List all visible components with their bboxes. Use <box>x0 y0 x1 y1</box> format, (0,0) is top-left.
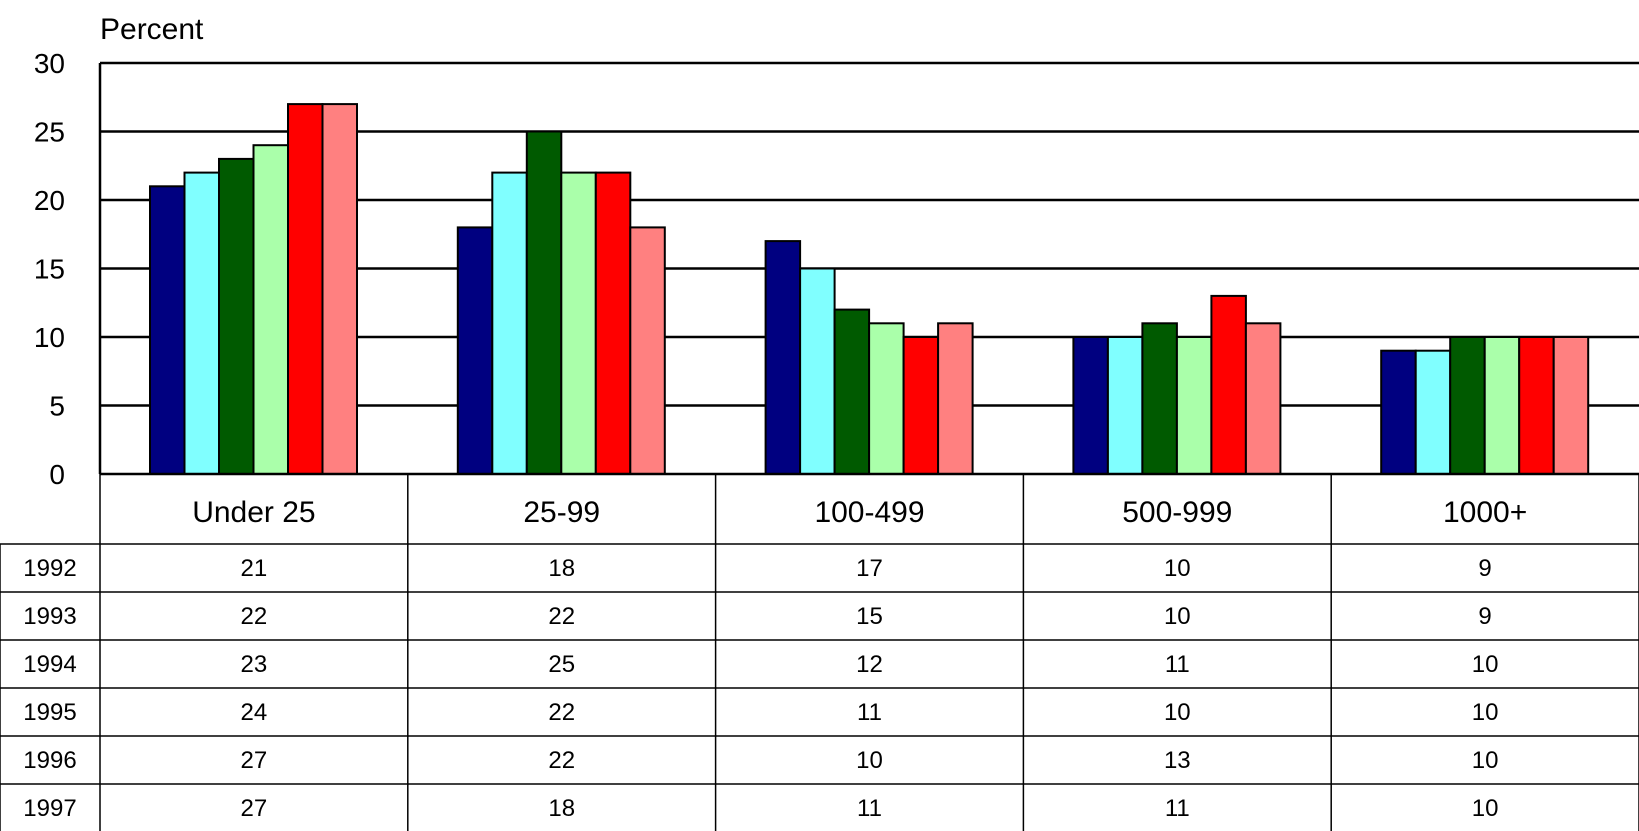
table-cell: 24 <box>241 699 268 726</box>
category-label: Under 25 <box>192 496 315 529</box>
table-cell: 11 <box>1165 651 1190 678</box>
bar <box>937 322 974 475</box>
table-cell: 11 <box>857 795 882 822</box>
bar <box>1449 336 1486 475</box>
y-tick-label: 20 <box>34 185 65 216</box>
y-axis-title: Percent <box>100 13 204 46</box>
table-cell: 23 <box>241 651 268 678</box>
bar <box>868 322 905 475</box>
axes: 0 5 10 15 20 25 30 <box>34 48 1639 490</box>
table-cell: 9 <box>1478 603 1491 630</box>
table-cell: 22 <box>548 747 575 774</box>
table-cell: 10 <box>1472 747 1499 774</box>
bar <box>149 185 186 476</box>
bar <box>1380 349 1417 476</box>
table-cell: 18 <box>548 555 575 582</box>
bar <box>1106 336 1144 475</box>
category-label: 500-999 <box>1122 496 1232 529</box>
bar <box>456 226 494 475</box>
category-label: 1000+ <box>1443 496 1527 529</box>
bar <box>1141 322 1178 475</box>
bar <box>902 336 940 475</box>
bar <box>594 171 632 475</box>
bar <box>218 157 255 475</box>
table-cell: 22 <box>548 699 575 726</box>
bar <box>560 171 597 475</box>
bar <box>252 144 289 475</box>
table-cell: 11 <box>1165 795 1190 822</box>
bar <box>287 103 324 475</box>
legend-entry: 1997 <box>23 795 76 822</box>
table-cell: 10 <box>856 747 883 774</box>
y-tick-label: 15 <box>34 254 65 285</box>
bar <box>799 267 836 475</box>
bar <box>1072 336 1109 475</box>
table-cell: 10 <box>1164 603 1191 630</box>
legend-entry: 1992 <box>23 555 76 582</box>
bar <box>764 240 802 475</box>
bar <box>1518 336 1555 475</box>
table-cell: 10 <box>1472 651 1499 678</box>
bar <box>1244 322 1282 475</box>
bar <box>1414 349 1452 476</box>
bar <box>1175 336 1213 475</box>
y-tick-label: 25 <box>34 117 65 148</box>
table-cell: 9 <box>1478 555 1491 582</box>
table-cell: 27 <box>241 795 268 822</box>
legend-entry: 1995 <box>23 699 76 726</box>
y-tick-label: 0 <box>49 459 65 490</box>
table-cell: 11 <box>857 699 882 726</box>
table-cell: 27 <box>241 747 268 774</box>
table-cell: 12 <box>856 651 883 678</box>
bar <box>1552 336 1590 475</box>
bar <box>525 130 563 475</box>
table-cell: 18 <box>548 795 575 822</box>
table-cell: 15 <box>856 603 883 630</box>
bar <box>183 171 220 475</box>
bar <box>1483 336 1521 475</box>
bars <box>149 103 1590 476</box>
y-tick-label: 5 <box>49 391 65 422</box>
legend-entry: 1996 <box>23 747 76 774</box>
y-tick-label: 10 <box>34 322 65 353</box>
table-cell: 10 <box>1164 699 1191 726</box>
table-cell: 25 <box>548 651 575 678</box>
y-tick-label: 30 <box>34 48 65 79</box>
data-table: Under 25 25-99 100-499 500-999 1000+ 1992 21 18… <box>0 474 1639 831</box>
bar <box>833 308 871 475</box>
table-cell: 17 <box>856 555 883 582</box>
legend-entry: 1993 <box>23 603 76 630</box>
table-cell: 10 <box>1164 555 1191 582</box>
legend-entry: 1994 <box>23 651 76 678</box>
table-cell: 22 <box>548 603 575 630</box>
bar <box>629 226 666 475</box>
table-cell: 10 <box>1472 795 1499 822</box>
bar <box>1210 294 1247 475</box>
category-label: 25-99 <box>523 496 600 529</box>
bar <box>491 171 528 475</box>
table-cell: 21 <box>241 555 268 582</box>
bar <box>321 103 358 475</box>
table-cell: 13 <box>1164 747 1191 774</box>
table-cell: 10 <box>1472 699 1499 726</box>
table-cell: 22 <box>241 603 268 630</box>
category-label: 100-499 <box>814 496 924 529</box>
